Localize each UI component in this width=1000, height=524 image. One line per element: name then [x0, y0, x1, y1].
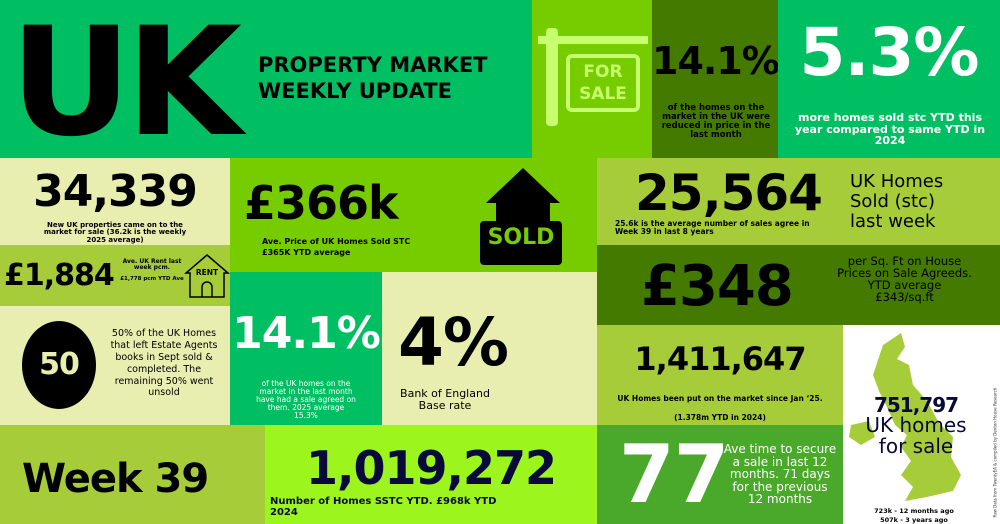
sold-week-block: 25,564 25.6k is the average number of sa… [597, 158, 1000, 245]
rent-desc-1: Ave. UK Rent last week pcm. [122, 258, 182, 272]
base-rate-desc: Bank of England Base rate [400, 387, 490, 412]
on-market-desc-2: (1.378m YTD in 2024) [674, 413, 766, 422]
sold-more-value: 5.3% [799, 14, 979, 91]
sale-agreed-desc: of the UK homes on the market in the las… [256, 379, 356, 420]
sstc-desc: Number of Homes SSTC YTD. £968k YTD 2024 [270, 496, 497, 518]
sale-agreed-block: 14.1% of the UK homes on the market in t… [230, 272, 382, 425]
base-rate-block: 4% Bank of England Base rate [382, 272, 597, 425]
header-block: UK PROPERTY MARKET WEEKLY UPDATE [0, 0, 532, 158]
reduced-desc: of the homes on the market in the UK wer… [661, 103, 771, 140]
rent-desc-2: £1,778 pcm YTD Ave [120, 276, 184, 282]
title-line-1: PROPERTY MARKET [258, 53, 488, 77]
on-market-value: 1,411,647 [634, 340, 806, 378]
on-market-block: 1,411,647 UK Homes been put on the marke… [597, 325, 843, 425]
source-credit: Raw Data from TwentyEA & compiled by Den… [992, 387, 998, 518]
new-listings-desc: New UK properties came on to the market … [43, 221, 187, 244]
for-sale-block: 751,797 UK homes for sale 723k - 12 mont… [843, 325, 1000, 524]
sale-agreed-value: 14.1% [232, 308, 381, 359]
new-listings-block: 34,339 New UK properties came on to the … [0, 158, 230, 245]
for-sale-12-months: 723k - 12 months ago [874, 507, 954, 515]
sstc-value: 1,019,272 [306, 441, 557, 495]
avg-price-block: £366k Ave. Price of UK Homes Sold STC £3… [230, 158, 597, 272]
base-rate-value: 4% [398, 304, 509, 381]
new-listings-value: 34,339 [33, 166, 198, 217]
completed-value: 50 [22, 321, 96, 409]
sold-more-block: 5.3% more homes sold stc YTD this year c… [778, 0, 1000, 158]
sale-text: SALE [579, 84, 627, 104]
avg-price-value: £366k [244, 176, 399, 230]
sold-week-desc: 25.6k is the average number of sales agr… [615, 219, 810, 236]
sqft-desc: per Sq. Ft on House Prices on Sale Agree… [837, 254, 972, 305]
for-sale-label: UK homes for sale [865, 413, 967, 458]
uk-heading: UK [10, 0, 242, 158]
sold-week-value: 25,564 [635, 164, 823, 222]
for-sale-3-years: 507k - 3 years ago [880, 516, 948, 524]
reduced-value: 14.1% [652, 39, 778, 83]
rent-block: £1,884 Ave. UK Rent last week pcm. £1,77… [0, 245, 230, 306]
sold-house-icon [480, 168, 562, 265]
for-sale-sign-icon [538, 28, 648, 126]
sqft-block: £348 per Sq. Ft on House Prices on Sale … [597, 245, 1000, 325]
time-to-sell-block: 77 Ave time to secure a sale in last 12 … [597, 425, 843, 524]
week-label: Week 39 [22, 456, 209, 502]
completed-block: 50 50% of the UK Homes that left Estate … [0, 306, 230, 425]
for-sale-sign-block: FOR SALE [532, 0, 652, 158]
avg-price-desc-2: £365K YTD average [262, 248, 351, 257]
rent-value: £1,884 [4, 258, 115, 293]
for-text: FOR [583, 62, 623, 82]
week-block: Week 39 [0, 425, 265, 524]
sqft-value: £348 [641, 254, 794, 319]
completed-desc: 50% of the UK Homes that left Estate Age… [110, 328, 218, 399]
time-to-sell-value: 77 [619, 428, 729, 521]
for-sale-value: 751,797 [873, 393, 959, 417]
sold-more-desc: more homes sold stc YTD this year compar… [794, 111, 986, 148]
avg-price-desc-1: Ave. Price of UK Homes Sold STC [262, 237, 411, 246]
rent-house-icon [184, 254, 230, 298]
sold-label: SOLD [487, 225, 555, 250]
on-market-desc-1: UK Homes been put on the market since Ja… [617, 394, 823, 403]
title-line-2: WEEKLY UPDATE [258, 79, 452, 103]
sold-week-label: UK Homes Sold (stc) last week [850, 171, 944, 232]
sstc-block: 1,019,272 Number of Homes SSTC YTD. £968… [265, 425, 597, 524]
rent-label: RENT [195, 268, 219, 277]
uk-map-icon [849, 333, 961, 501]
reduced-block: 14.1% of the homes on the market in the … [652, 0, 778, 158]
time-to-sell-desc: Ave time to secure a sale in last 12 mon… [723, 442, 837, 507]
